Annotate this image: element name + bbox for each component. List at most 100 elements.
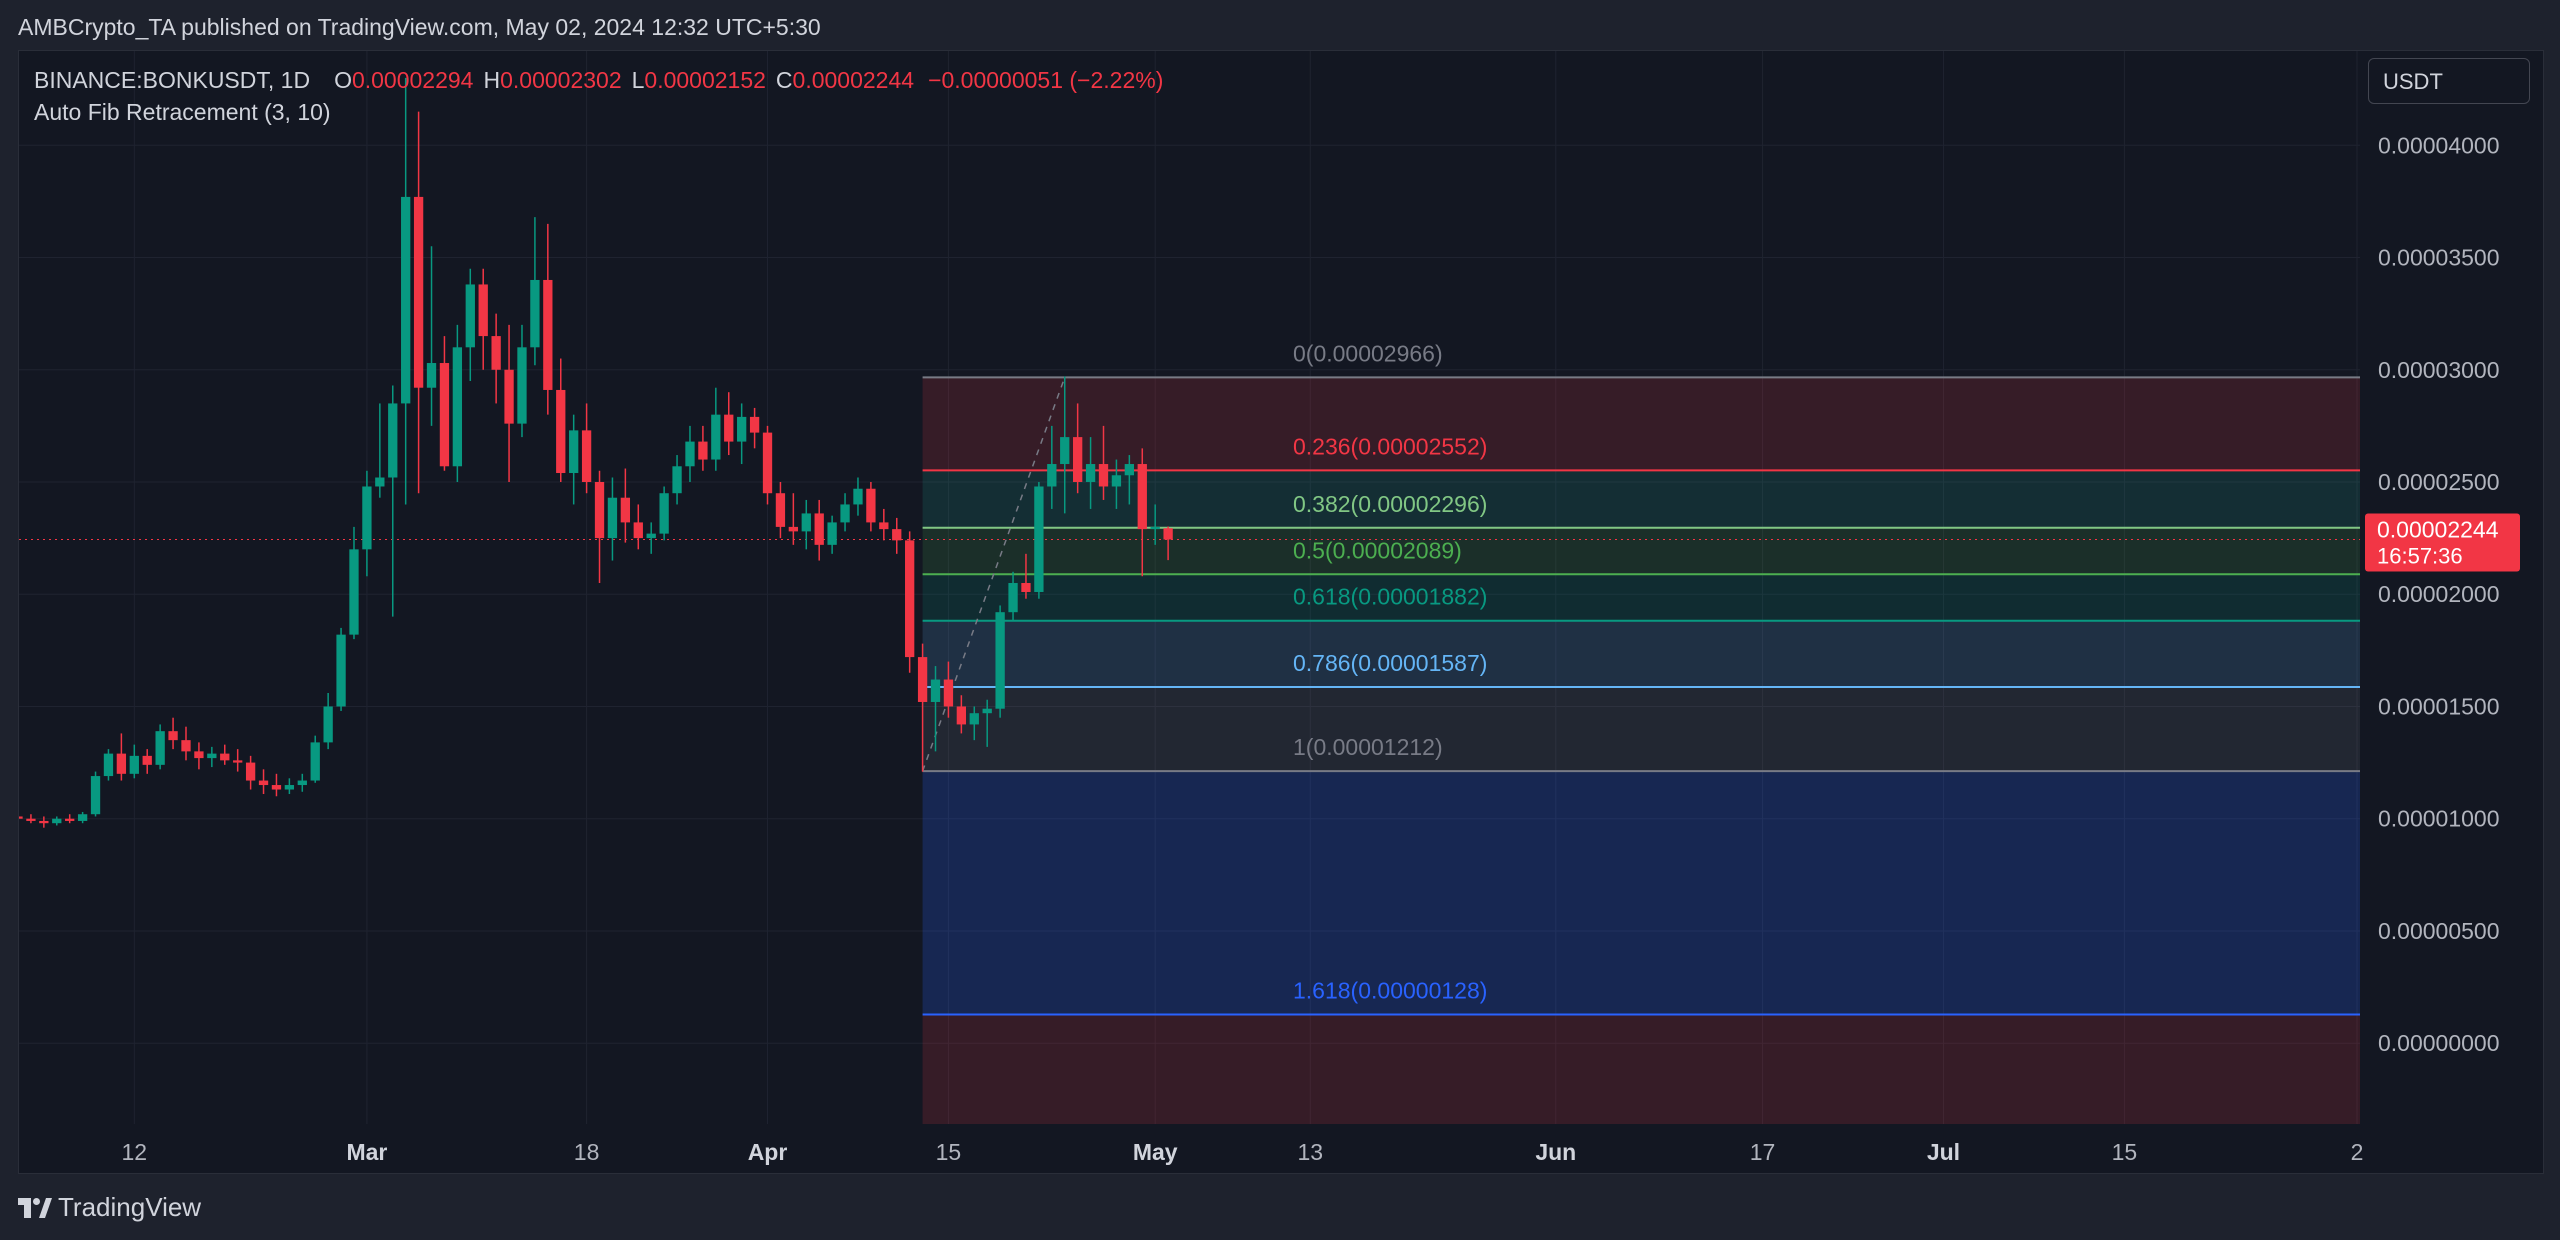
high-label: H xyxy=(483,67,501,93)
candle-body xyxy=(879,522,889,530)
candle-body xyxy=(388,403,398,478)
candle-body xyxy=(1150,526,1160,530)
candle-body xyxy=(465,284,475,348)
candle-body xyxy=(52,818,62,824)
x-axis-tick-label: Jul xyxy=(1927,1139,1960,1165)
candle-body xyxy=(129,755,139,774)
fib-level-label: 1.618(0.00000128) xyxy=(1293,977,1487,1003)
candle-body xyxy=(245,762,256,781)
candle-body xyxy=(646,533,656,539)
symbol-label[interactable]: BINANCE:BONKUSDT, 1D xyxy=(34,67,311,93)
candle-body xyxy=(284,785,295,790)
footer-brand[interactable]: TradingView xyxy=(18,1192,201,1223)
candle-body xyxy=(362,486,372,550)
fib-group xyxy=(19,376,2360,1124)
candle-body xyxy=(569,430,579,474)
candle-body xyxy=(685,441,695,467)
open-label: O xyxy=(334,67,352,93)
candle-body xyxy=(866,488,876,523)
candle-body xyxy=(827,522,837,545)
candle-body xyxy=(698,441,708,460)
candle-body xyxy=(1060,437,1070,465)
candle-body xyxy=(1034,486,1044,592)
candle-body xyxy=(672,466,682,494)
candle-body xyxy=(155,731,165,765)
candle-body xyxy=(724,414,734,442)
candle-body xyxy=(956,706,967,725)
chart-frame[interactable] xyxy=(18,50,2544,1174)
candle-body xyxy=(930,679,941,702)
candle-body xyxy=(1111,475,1122,487)
candle-body xyxy=(439,363,450,467)
chart-legend: BINANCE:BONKUSDT, 1D O0.00002294 H0.000023… xyxy=(34,64,1163,128)
candle-body xyxy=(116,753,127,774)
last-price-badge xyxy=(2365,513,2520,572)
y-axis-tick-label: 0.00000000 xyxy=(2378,1030,2500,1056)
published-line: AMBCrypto_TA published on TradingView.co… xyxy=(18,14,821,40)
y-axis-tick-label: 0.00002500 xyxy=(2378,469,2500,495)
candle-body xyxy=(1047,464,1057,487)
candle-body xyxy=(181,740,191,752)
candle-body xyxy=(1124,464,1135,476)
candle-body xyxy=(853,488,863,505)
fib-trend-line xyxy=(921,377,1066,772)
candle-body xyxy=(594,481,605,539)
fib-level-label: 0.236(0.00002552) xyxy=(1293,433,1487,459)
fib-zone xyxy=(922,771,2360,1015)
candle-body xyxy=(892,529,902,541)
fib-zone xyxy=(922,470,2360,528)
candle-body xyxy=(620,497,631,523)
candle-body xyxy=(969,713,979,725)
candle-body xyxy=(905,540,915,658)
fib-level-label: 0.618(0.00001882) xyxy=(1293,584,1487,610)
candle-body xyxy=(1008,583,1018,613)
candle-body xyxy=(530,279,540,348)
candle-body xyxy=(401,196,411,404)
candle-body xyxy=(917,657,928,702)
candle-body xyxy=(491,336,501,370)
candle-body xyxy=(90,776,101,815)
candle-body xyxy=(1163,528,1173,540)
candle-body xyxy=(543,279,553,390)
candle-body xyxy=(1073,437,1083,482)
candle-body xyxy=(607,497,618,539)
indicator-label[interactable]: Auto Fib Retracement (3, 10) xyxy=(34,99,331,125)
fib-level-label: 0.5(0.00002089) xyxy=(1293,537,1462,563)
low-value: 0.00002152 xyxy=(644,67,766,93)
candle-body xyxy=(982,708,992,714)
candle-body xyxy=(26,818,36,821)
close-value: 0.00002244 xyxy=(792,67,915,93)
fib-level-label: 0.786(0.00001587) xyxy=(1293,650,1487,676)
candle-body xyxy=(271,785,282,790)
candle-body xyxy=(504,369,514,424)
candle-body xyxy=(194,751,204,759)
currency-button[interactable]: USDT xyxy=(2368,58,2530,104)
last-price-value: 0.00002244 xyxy=(2377,516,2499,542)
candle-body xyxy=(142,755,152,765)
candle-body xyxy=(336,634,346,707)
candle-body xyxy=(749,416,760,433)
candle-body xyxy=(19,816,23,819)
x-axis-tick-label: Apr xyxy=(748,1139,788,1165)
candle-body xyxy=(207,753,217,759)
candle-body xyxy=(711,414,721,460)
candles-group xyxy=(19,77,1173,828)
x-axis-tick-label: 15 xyxy=(2112,1139,2138,1165)
candle-body xyxy=(258,780,269,786)
fib-level-label: 0.382(0.00002296) xyxy=(1293,491,1487,517)
fib-level-label: 1(0.00001212) xyxy=(1293,734,1443,760)
x-axis-tick-label: May xyxy=(1133,1139,1178,1165)
candle-body xyxy=(478,284,488,337)
x-axis-tick-label: 18 xyxy=(574,1139,600,1165)
y-axis-tick-label: 0.00001000 xyxy=(2378,806,2500,832)
footer-brand-label: TradingView xyxy=(58,1192,202,1222)
candle-body xyxy=(413,196,424,388)
bar-countdown: 16:57:36 xyxy=(2377,543,2463,568)
candle-body xyxy=(233,760,243,763)
candle-body xyxy=(556,389,566,474)
fib-zone xyxy=(922,527,2360,575)
y-axis-tick-label: 0.00003000 xyxy=(2378,357,2500,383)
candle-body xyxy=(814,513,824,545)
